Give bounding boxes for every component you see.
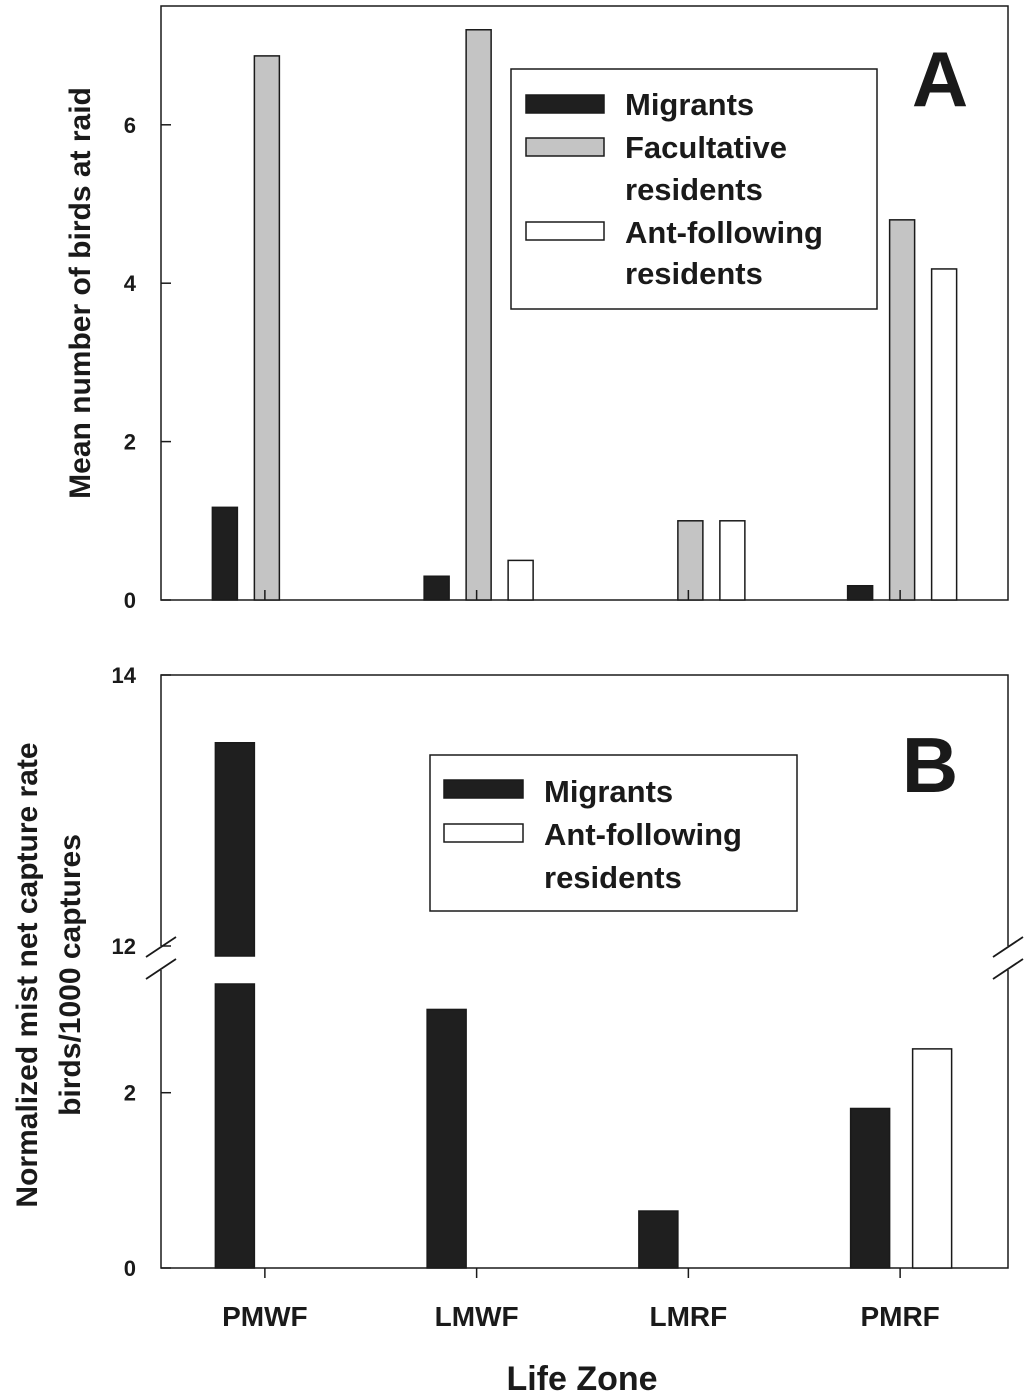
panel-a-plot-frame [160,5,1009,601]
panel-a-letter: A [912,35,968,123]
x-axis-title: Life Zone [506,1360,657,1397]
legend-a-label-migrants: Migrants [625,87,754,122]
x-tick-label-pmrf: PMRF [860,1301,939,1332]
bar-a-ant-following-residents-lmrf [719,520,746,601]
y-tick-label-b-2: 2 [124,1081,136,1106]
break-mark-right-upper [992,936,1024,958]
legend-a-label-facultative-line2: residents [625,172,763,207]
bar-a-migrants-pmwf [211,506,239,601]
panel-b-legend: Migrants Ant-following residents [429,754,798,912]
legend-a-swatch-migrants [525,94,605,114]
bar-a-ant-following-residents-lmwf [507,559,534,601]
bar-b-ant-following-residents-pmrf [911,1048,953,1269]
bar-a-migrants-lmwf [423,575,450,601]
y-tick-label-a-2: 2 [124,430,136,455]
panel-a-legend: Migrants Facultative residents Ant-follo… [510,68,878,310]
y-tick-label-a-6: 6 [124,113,136,138]
panel-b: 0 2 12 14 PMWF LMWF LMRF PMRF Normalized mist … [11,663,1024,1397]
bar-b-migrants-pmwf-upper [214,742,256,957]
y-tick-label-b-12: 12 [112,934,136,959]
bar-a-migrants-pmrf [846,584,874,601]
break-mark-right-lower [992,958,1024,980]
legend-b-label-migrants: Migrants [544,774,673,809]
y-tick-label-a-4: 4 [124,271,137,296]
legend-a-swatch-facultative [525,137,605,157]
break-mark-left-lower [145,958,177,980]
bar-b-migrants-lmrf [638,1210,679,1269]
panel-a-bars [211,29,958,601]
bar-b-migrants-pmwf-lower [214,983,256,1269]
break-mark-left-upper [145,936,177,958]
panel-b-frame-bottom [160,970,1009,1269]
y-tick-label-b-0: 0 [124,1256,136,1281]
panel-b-y-axis-title-line1: Normalized mist net capture rate [11,742,44,1207]
panel-b-y-axis-title-line2: birds/1000 captures [54,834,87,1116]
x-tick-label-lmwf: LMWF [435,1301,519,1332]
legend-b-label-ant-following-line1: Ant-following [544,817,742,852]
legend-a-swatch-ant-following [525,221,605,241]
panel-a: 0 2 4 6 Mean number of birds at raid A Migr… [64,5,1009,613]
legend-a-label-ant-following-line1: Ant-following [625,215,823,250]
x-tick-label-pmwf: PMWF [222,1301,308,1332]
legend-a-label-ant-following-line2: residents [625,256,763,291]
legend-b-swatch-ant-following [443,823,524,843]
legend-b-swatch-migrants [443,779,524,799]
panel-b-y-ticks: 0 2 12 14 [112,663,171,1281]
bar-a-facultative-residents-lmwf [465,29,492,601]
panel-b-frame-top [160,674,1009,946]
panel-a-y-axis-title: Mean number of birds at raid [64,87,97,499]
bar-b-migrants-lmwf [426,1008,467,1269]
bar-a-facultative-residents-pmrf [888,219,916,601]
bar-a-facultative-residents-lmrf [677,520,704,601]
x-tick-label-lmrf: LMRF [649,1301,727,1332]
legend-b-label-ant-following-line2: residents [544,860,682,895]
panel-a-y-ticks: 0 2 4 6 [124,113,171,613]
legend-a-label-facultative-line1: Facultative [625,130,787,165]
y-tick-label-a-0: 0 [124,588,136,613]
bar-b-migrants-pmrf [849,1107,891,1269]
panel-b-letter: B [902,721,958,809]
panel-b-bars [214,742,953,1269]
panel-b-x-ticks: PMWF LMWF LMRF PMRF [222,1268,940,1332]
bar-a-facultative-residents-pmwf [253,55,281,601]
y-tick-label-b-14: 14 [112,663,137,688]
bar-a-ant-following-residents-pmrf [930,268,958,601]
panel-a-x-ticks [264,590,901,600]
panel-b-axis-break-marks [145,936,1024,980]
